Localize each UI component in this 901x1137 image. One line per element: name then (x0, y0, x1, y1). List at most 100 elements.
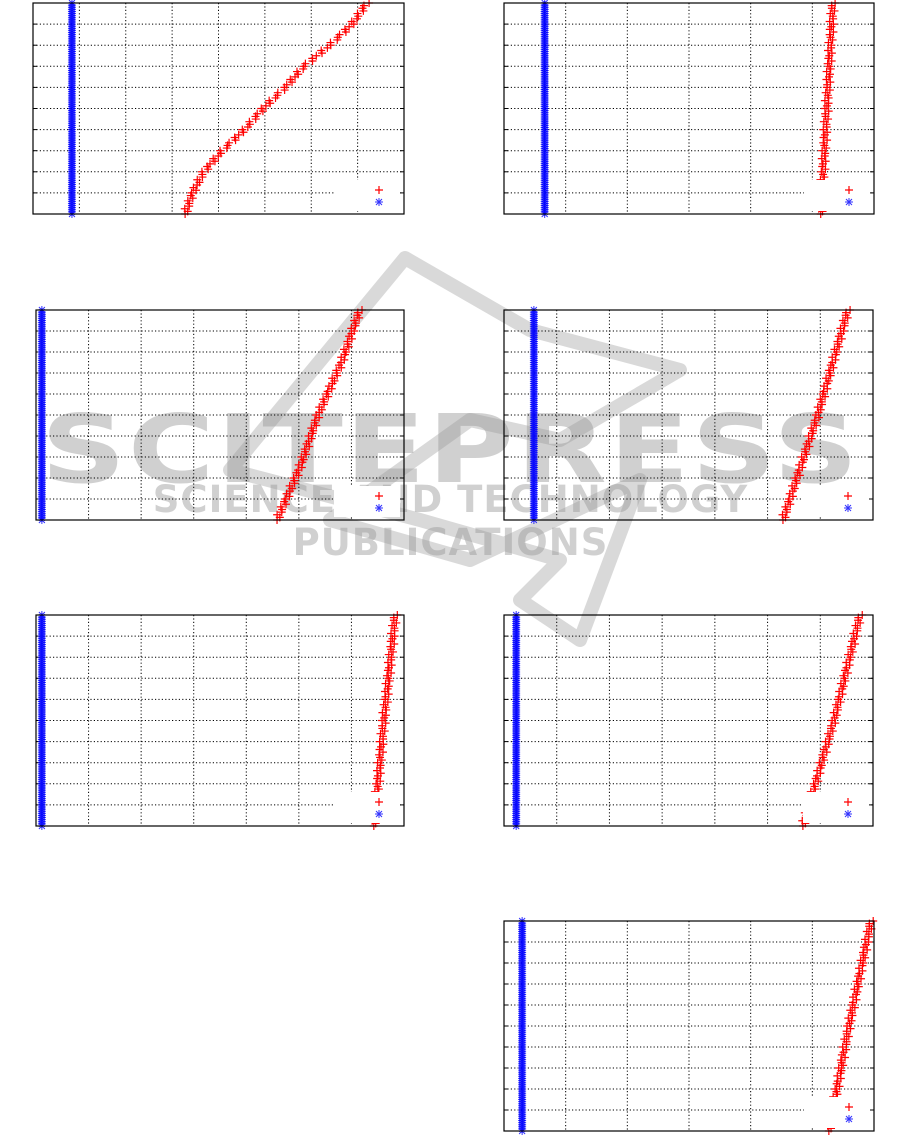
data-point-plus (840, 1035, 849, 1044)
data-point-plus (315, 403, 324, 412)
chart-1 (32, 0, 405, 218)
chart-6 (503, 611, 874, 830)
legend-background (803, 792, 869, 823)
data-point-plus (317, 46, 326, 55)
data-point-plus (339, 345, 348, 354)
data-point-plus (844, 798, 852, 806)
grid (504, 310, 873, 520)
data-point-plus (301, 59, 310, 68)
legend-background (804, 180, 870, 211)
data-points (37, 306, 366, 524)
data-points (518, 917, 878, 1135)
data-point-plus (265, 96, 274, 105)
legend (804, 1097, 870, 1128)
data-point-plus (844, 492, 852, 500)
data-point-plus (827, 721, 836, 730)
data-point-asterisk (844, 810, 852, 818)
data-point-plus (824, 366, 833, 375)
legend-background (334, 486, 400, 517)
data-point-plus (180, 204, 189, 213)
plot-frame (503, 614, 874, 827)
data-point-plus (193, 175, 202, 184)
data-point-plus (831, 1085, 840, 1093)
data-point-plus (187, 188, 196, 197)
data-point-plus (304, 432, 313, 440)
data-point-plus (813, 403, 822, 412)
data-point-plus (216, 146, 225, 155)
data-point-plus (800, 445, 809, 454)
legend (334, 792, 400, 823)
data-point-plus (831, 700, 840, 709)
data-points (67, 0, 374, 218)
plot-frame (503, 2, 875, 215)
data-point-plus (823, 59, 832, 68)
data-point-plus (791, 474, 800, 482)
data-point-plus (326, 38, 335, 47)
data-point-plus (839, 671, 848, 680)
data-point-plus (834, 1064, 843, 1072)
data-point-plus (205, 159, 214, 168)
data-point-plus (197, 167, 206, 176)
grid (504, 615, 873, 826)
data-point-plus (312, 51, 321, 60)
data-point-plus (345, 22, 354, 31)
data-point-plus (183, 196, 192, 205)
chart-5 (35, 611, 405, 830)
grid (36, 615, 404, 826)
data-point-plus (844, 1014, 853, 1023)
data-point-plus (826, 9, 835, 18)
data-point-plus (822, 374, 831, 383)
chart-4 (503, 306, 874, 524)
data-point-plus (343, 337, 352, 346)
data-point-plus (836, 679, 845, 688)
data-point-plus (381, 679, 390, 688)
legend-background (334, 792, 400, 823)
data-points (540, 0, 840, 218)
data-point-plus (353, 9, 362, 18)
data-point-plus (347, 17, 356, 26)
data-point-plus (846, 642, 855, 651)
data-point-plus (816, 395, 825, 404)
data-point-plus (300, 445, 309, 454)
data-point-plus (289, 474, 298, 482)
data-point-plus (822, 67, 831, 76)
data-point-plus (845, 186, 853, 194)
data-point-plus (332, 366, 341, 375)
chart-3 (35, 306, 405, 524)
data-point-plus (778, 510, 787, 519)
chart-7 (503, 917, 878, 1135)
data-point-plus (340, 25, 349, 34)
data-point-plus (850, 985, 859, 994)
plot-frame (503, 309, 874, 521)
data-point-plus (261, 101, 270, 110)
data-point-plus (844, 650, 853, 659)
data-point-plus (858, 948, 867, 957)
data-point-plus (819, 117, 828, 126)
data-point-plus (308, 54, 317, 63)
data-point-plus (307, 424, 316, 433)
legend-background (804, 1097, 870, 1128)
data-point-plus (797, 453, 806, 461)
data-point-plus (373, 758, 382, 767)
legend (803, 486, 869, 517)
data-point-plus (209, 154, 218, 163)
data-point-plus (838, 316, 847, 325)
data-point-plus (253, 109, 262, 118)
data-point-plus (815, 758, 824, 767)
grid (33, 3, 404, 214)
grid (504, 921, 874, 1131)
data-point-plus (846, 1006, 855, 1015)
data-point-plus (818, 750, 827, 759)
data-point-plus (234, 130, 243, 139)
data-point-plus (830, 345, 839, 354)
data-point-plus (286, 75, 295, 84)
data-point-asterisk (844, 504, 852, 512)
data-point-plus (292, 67, 301, 76)
data-point-plus (856, 956, 865, 965)
data-point-plus (807, 424, 816, 433)
data-point-plus (804, 432, 813, 440)
plot-frame (503, 920, 875, 1132)
data-point-plus (833, 337, 842, 346)
plot-frame (35, 309, 405, 521)
data-point-plus (328, 374, 337, 383)
